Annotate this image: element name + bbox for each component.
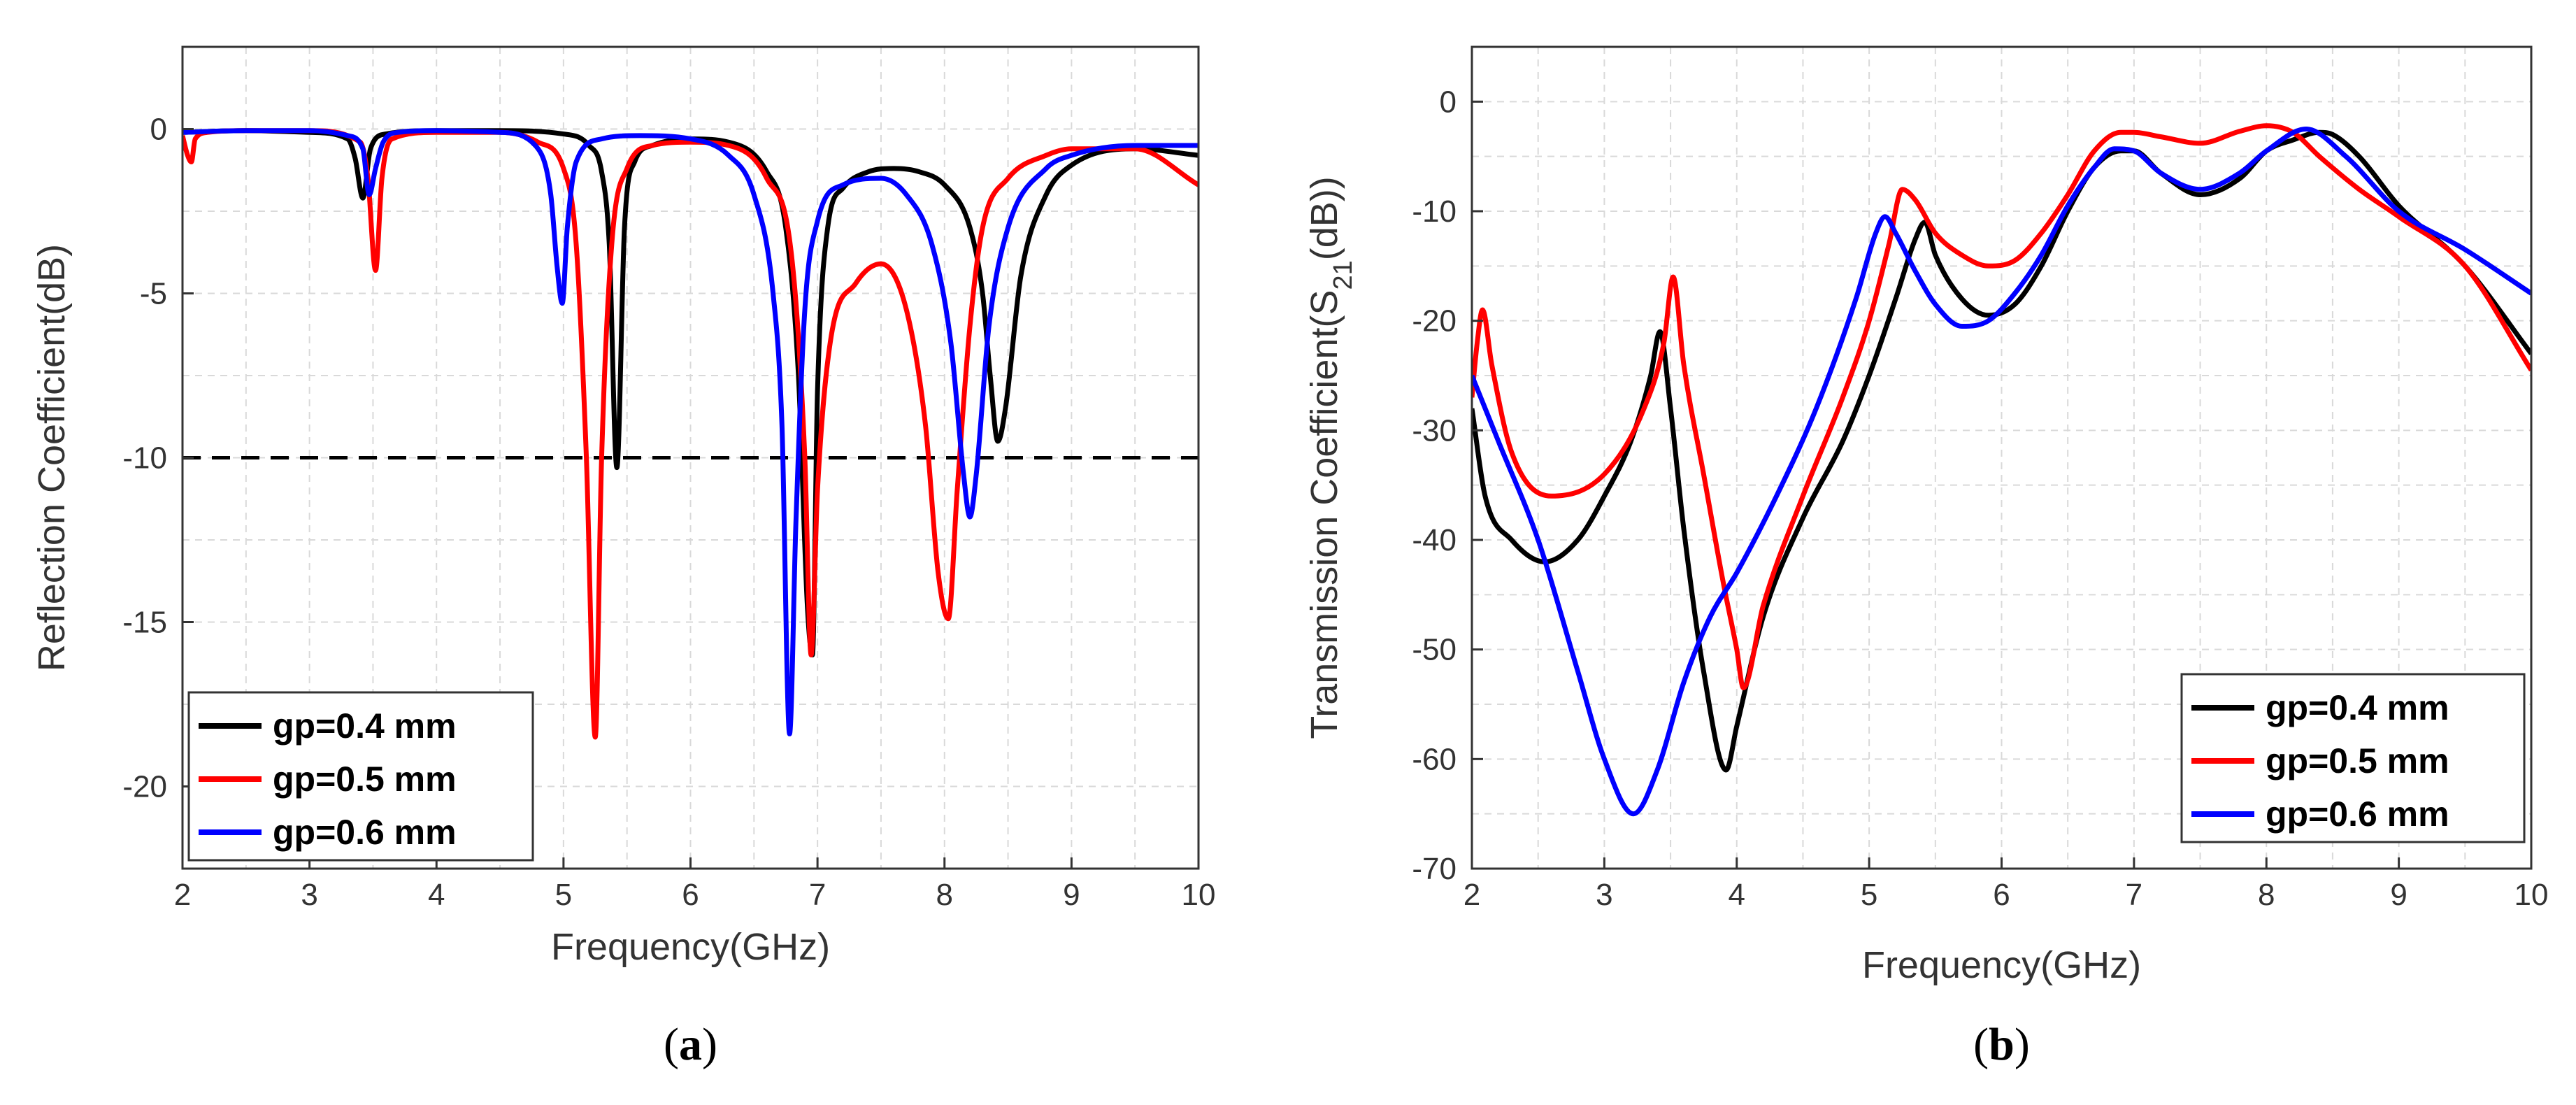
legend-label: gp=0.5 mm — [2266, 741, 2449, 780]
legend-label: gp=0.4 mm — [2266, 688, 2449, 727]
y-tick-label: -5 — [140, 277, 167, 311]
x-tick-label: 10 — [2514, 878, 2549, 912]
y-tick-label: -40 — [1412, 523, 1457, 557]
series-group — [1472, 123, 2531, 817]
y-tick-label: 0 — [1440, 85, 1457, 119]
x-tick-label: 7 — [809, 878, 826, 912]
legend-label: gp=0.5 mm — [273, 760, 457, 799]
x-tick-label: 6 — [1993, 878, 2010, 912]
chart-panel-a: 2 3 4 5 6 7 8 9 10 0 -5 -10 -15 -20 Frequency(GHz) Refl… — [31, 45, 1216, 1070]
x-tick-label: 3 — [301, 878, 317, 912]
x-tick-label: 3 — [1596, 878, 1612, 912]
x-tick-label: 2 — [174, 878, 191, 912]
x-tick-label: 4 — [1729, 878, 1745, 912]
series-line-gp-0-6-mm — [183, 128, 1198, 736]
x-tick-label: 9 — [1063, 878, 1080, 912]
y-tick-label: -10 — [1412, 194, 1457, 229]
y-tick-label: -30 — [1412, 413, 1457, 448]
x-axis-title: Frequency(GHz) — [1862, 944, 2141, 986]
legend-label: gp=0.6 mm — [2266, 794, 2449, 834]
x-axis-title: Frequency(GHz) — [551, 926, 830, 968]
series-line-gp-0-5-mm — [1472, 123, 2531, 690]
series-line-gp-0-6-mm — [1472, 127, 2531, 817]
y-tick-label: -50 — [1412, 633, 1457, 667]
panel-label: (b) — [1973, 1019, 2030, 1070]
x-tick-label: 5 — [555, 878, 572, 912]
y-tick-label: -10 — [122, 441, 167, 476]
x-axis: 2 3 4 5 6 7 8 9 10 — [174, 857, 1216, 912]
y-axis: 0 -10 -20 -30 -40 -50 -60 -70 — [1412, 85, 1483, 886]
panel-label: (a) — [664, 1019, 717, 1070]
legend-label: gp=0.4 mm — [273, 706, 457, 746]
x-tick-label: 2 — [1464, 878, 1480, 912]
series-group — [183, 128, 1198, 740]
y-tick-label: 0 — [150, 113, 167, 147]
x-tick-label: 10 — [1182, 878, 1216, 912]
y-axis-title: Reflection Coefficient(dB) — [31, 244, 73, 671]
legend-label: gp=0.6 mm — [273, 813, 457, 852]
x-tick-label: 9 — [2390, 878, 2407, 912]
x-tick-label: 5 — [1861, 878, 1877, 912]
y-tick-label: -20 — [1412, 304, 1457, 338]
x-tick-label: 4 — [428, 878, 445, 912]
y-tick-label: -15 — [122, 606, 167, 640]
y-tick-label: -60 — [1412, 742, 1457, 776]
legend: gp=0.4 mm gp=0.5 mm gp=0.6 mm — [2180, 673, 2526, 843]
chart-panel-b: 2 3 4 5 6 7 8 9 10 0 -10 -20 -30 -40 -50 -60 -70 Frequenc… — [1303, 45, 2549, 1070]
y-tick-label: -70 — [1412, 852, 1457, 886]
x-axis: 2 3 4 5 6 7 8 9 10 — [1464, 857, 2549, 912]
x-tick-label: 7 — [2126, 878, 2142, 912]
x-tick-label: 6 — [682, 878, 699, 912]
y-axis-title: Transmission Coefficient(S21(dB)) — [1303, 176, 1358, 739]
x-tick-label: 8 — [936, 878, 953, 912]
legend: gp=0.4 mm gp=0.5 mm gp=0.6 mm — [187, 691, 534, 862]
series-line-gp-0-5-mm — [183, 128, 1198, 740]
y-tick-label: -20 — [122, 770, 167, 804]
x-tick-label: 8 — [2258, 878, 2275, 912]
